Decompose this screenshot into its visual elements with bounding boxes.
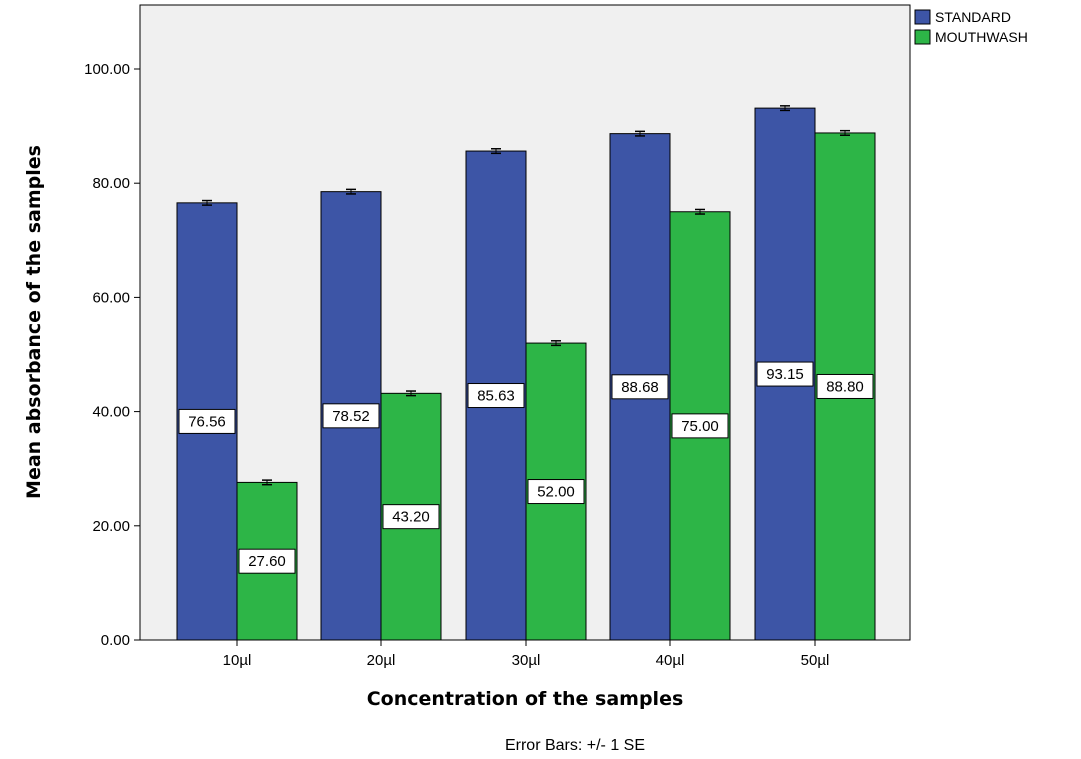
legend-swatch-mouthwash [914,29,931,45]
data-label: 88.68 [621,379,659,396]
y-tick-label: 100.00 [84,61,130,78]
data-label: 27.60 [248,553,286,570]
data-label: 85.63 [477,388,515,405]
legend-label-standard: STANDARD [935,9,1011,25]
error-bar-note: Error Bars: +/- 1 SE [505,737,645,754]
legend-swatch-standard [914,9,931,25]
y-tick-label: 60.00 [92,289,130,306]
data-label-box [671,413,729,439]
y-tick-label: 40.00 [92,404,130,421]
data-label-box [527,479,585,505]
data-label: 75.00 [681,418,719,435]
data-label-box [322,403,380,429]
data-label: 43.20 [392,509,430,526]
x-tick-label: 10µl [223,652,252,669]
x-axis: 10µl 20µl 30µl 40µl 50µl [223,640,830,669]
x-tick-label: 20µl [367,652,396,669]
y-axis: 0.00 20.00 40.00 60.00 80.00 100.00 [84,61,140,649]
data-label-box [467,383,525,409]
x-tick-label: 30µl [512,652,541,669]
data-label-box [178,408,236,434]
data-label: 52.00 [537,484,575,501]
y-tick-label: 0.00 [101,632,130,649]
data-label: 93.15 [766,366,804,383]
x-axis-label: Concentration of the samples [367,688,684,710]
data-label-box [756,361,814,387]
legend: STANDARD MOUTHWASH [914,9,1028,45]
data-label-box [611,374,669,400]
data-label: 76.56 [188,413,226,430]
data-label: 88.80 [826,378,864,395]
y-axis-label: Mean absorbance of the samples [23,145,45,499]
legend-label-mouthwash: MOUTHWASH [935,29,1028,45]
y-tick-label: 80.00 [92,175,130,192]
data-label: 78.52 [332,408,370,425]
y-tick-label: 20.00 [92,518,130,535]
data-label-box [238,548,296,574]
data-label-box [382,504,440,530]
x-tick-label: 40µl [656,652,685,669]
x-tick-label: 50µl [801,652,830,669]
data-label-box [816,373,874,399]
